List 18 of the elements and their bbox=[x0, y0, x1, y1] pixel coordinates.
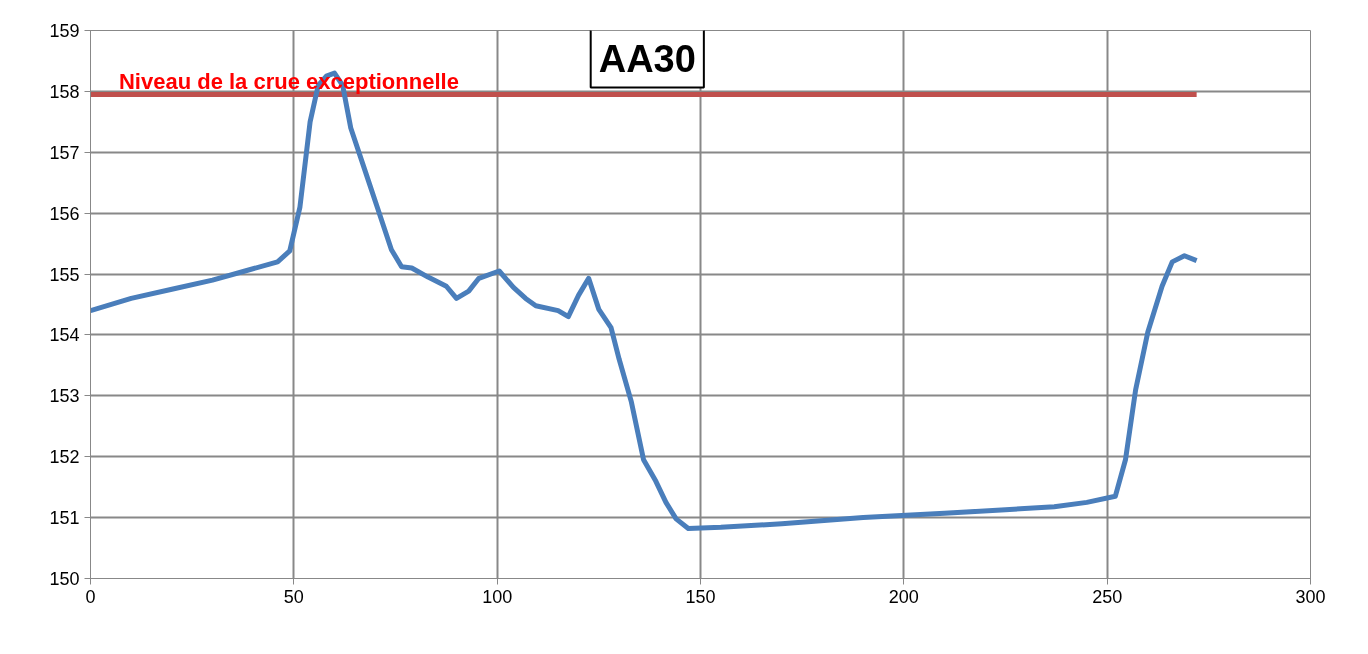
x-tick-label: 100 bbox=[482, 586, 513, 607]
y-tick-label: 152 bbox=[49, 447, 80, 468]
x-tick-label: 250 bbox=[1092, 586, 1123, 607]
y-tick-label: 157 bbox=[49, 142, 80, 163]
x-tick-label: 150 bbox=[685, 586, 716, 607]
y-tick-label: 151 bbox=[49, 508, 80, 529]
y-tick-label: 158 bbox=[49, 81, 80, 102]
x-tick-label: 50 bbox=[283, 586, 304, 607]
y-tick-label: 159 bbox=[49, 21, 80, 41]
y-tick-label: 150 bbox=[49, 569, 80, 589]
y-tick-label: 156 bbox=[49, 203, 80, 224]
y-tick-label: 154 bbox=[49, 325, 80, 346]
chart-title: AA30 bbox=[598, 37, 696, 80]
x-tick-label: 0 bbox=[85, 586, 96, 607]
x-tick-label: 200 bbox=[888, 586, 919, 607]
x-tick-label: 300 bbox=[1295, 586, 1326, 607]
y-tick-label: 153 bbox=[49, 386, 80, 407]
y-tick-label: 155 bbox=[49, 264, 80, 285]
